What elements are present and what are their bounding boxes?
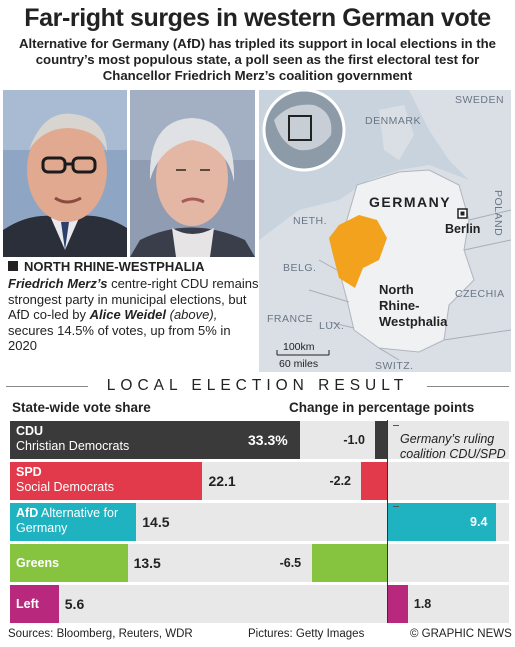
change-zero-axis xyxy=(387,420,388,623)
story-text: Friedrich Merz’s centre-right CDU remain… xyxy=(8,276,260,354)
label-poland: POLAND xyxy=(492,190,504,237)
change-value-greens: -6.5 xyxy=(279,556,302,570)
banner-rule-left xyxy=(6,386,88,387)
vote-share-bar-spd xyxy=(10,462,203,500)
label-sweden: SWEDEN xyxy=(455,94,505,106)
page-title: Far-right surges in western German vote xyxy=(24,4,491,32)
party-abbr: SPD xyxy=(16,465,42,479)
party-full-name: Christian Democrats xyxy=(16,439,130,453)
vote-share-bar-left xyxy=(10,585,59,623)
party-label-afd: AfD Alternative for Germany xyxy=(16,506,126,536)
label-denmark: DENMARK xyxy=(365,115,422,127)
party-row-afd: AfD Alternative for Germany 14.5 9.4 xyxy=(10,503,509,541)
vote-share-bar-afd xyxy=(10,503,137,541)
vote-share-value-left: 5.6 xyxy=(64,596,85,612)
banner-rule-right xyxy=(427,386,509,387)
map-graphic xyxy=(259,90,511,372)
heading-change: Change in percentage points xyxy=(289,400,475,415)
label-netherlands: NETH. xyxy=(293,215,327,227)
footer-sources: Sources: Bloomberg, Reuters, WDR xyxy=(8,628,193,640)
party-full-name: Alternative for Germany xyxy=(16,506,119,535)
label-czechia: CZECHIA xyxy=(455,288,505,300)
party-abbr: AfD xyxy=(16,506,39,520)
party-row-cdu: CDU Christian Democrats 33.3% -1.0 xyxy=(10,421,509,459)
label-scale-miles: 60 miles xyxy=(279,358,319,370)
change-bar-greens xyxy=(311,544,387,582)
photo-alice-weidel xyxy=(130,90,255,257)
label-luxembourg: LUX. xyxy=(319,320,345,332)
label-north-rhine-westphalia: North Rhine-Westphalia xyxy=(379,282,448,329)
story-part-1: centre-right CDU remains strongest party… xyxy=(8,276,259,322)
party-abbr: Left xyxy=(16,597,39,611)
label-berlin: Berlin xyxy=(445,222,481,236)
change-bar-afd xyxy=(387,503,497,541)
label-scale-km: 100km xyxy=(283,341,315,353)
party-abbr: CDU xyxy=(16,424,44,438)
vote-share-bar-greens xyxy=(10,544,128,582)
label-switzerland: SWITZ. xyxy=(375,360,414,372)
party-row-greens: Greens 13.5 -6.5 xyxy=(10,544,509,582)
change-value-left: 1.8 xyxy=(413,597,432,611)
story-merz: Friedrich Merz’s xyxy=(8,276,108,291)
change-bar-left xyxy=(387,585,408,623)
story-above: (above), xyxy=(166,307,218,322)
party-abbr: Greens xyxy=(16,556,60,570)
change-value-afd: 9.4 xyxy=(470,515,488,529)
vote-share-value-greens: 13.5 xyxy=(133,555,161,571)
portrait-merz-illustration xyxy=(3,90,127,257)
photo-friedrich-merz xyxy=(3,90,127,257)
footer-credit: © GRAPHIC NEWS xyxy=(410,628,512,640)
party-label-left: Left xyxy=(16,597,39,612)
vote-share-value-spd: 22.1 xyxy=(208,473,236,489)
vote-share-bar-cdu xyxy=(10,421,300,459)
party-label-greens: Greens xyxy=(16,556,59,571)
party-label-cdu: CDU Christian Democrats xyxy=(16,424,129,454)
footer-pictures: Pictures: Getty Images xyxy=(248,628,365,640)
coalition-bracket xyxy=(393,425,399,507)
party-label-spd: SPD Social Democrats xyxy=(16,465,114,495)
portrait-weidel-illustration xyxy=(130,90,255,257)
europe-map: SWEDEN DENMARK GERMANY NETH. BELG. LUX. … xyxy=(259,90,511,372)
party-row-left: Left 5.6 1.8 xyxy=(10,585,509,623)
heading-vote-share: State-wide vote share xyxy=(12,400,151,415)
page-subtitle: Alternative for Germany (AfD) has triple… xyxy=(18,36,497,83)
label-belgium: BELG. xyxy=(283,262,317,274)
story-part-2: secures 14.5% of votes, up from 5% in 20… xyxy=(8,322,231,354)
vote-share-value-afd: 14.5 xyxy=(142,514,170,530)
story-heading: NORTH RHINE-WESTPHALIA xyxy=(8,259,205,274)
change-value-cdu: -1.0 xyxy=(343,433,365,447)
party-full-name: Social Democrats xyxy=(16,480,114,494)
party-row-spd: SPD Social Democrats 22.1 -2.2 xyxy=(10,462,509,500)
label-germany: GERMANY xyxy=(369,194,452,210)
change-value-spd: -2.2 xyxy=(329,474,352,488)
story-weidel: Alice Weidel xyxy=(89,307,166,322)
change-bar-spd xyxy=(361,462,387,500)
square-bullet-icon xyxy=(8,261,18,271)
coalition-note: Germany’s ruling coalition CDU/SPD xyxy=(400,432,506,461)
vote-share-value-cdu: 33.3% xyxy=(248,432,288,448)
label-france: FRANCE xyxy=(267,313,314,325)
change-bar-cdu xyxy=(375,421,387,459)
results-banner: LOCAL ELECTION RESULT xyxy=(106,377,409,394)
